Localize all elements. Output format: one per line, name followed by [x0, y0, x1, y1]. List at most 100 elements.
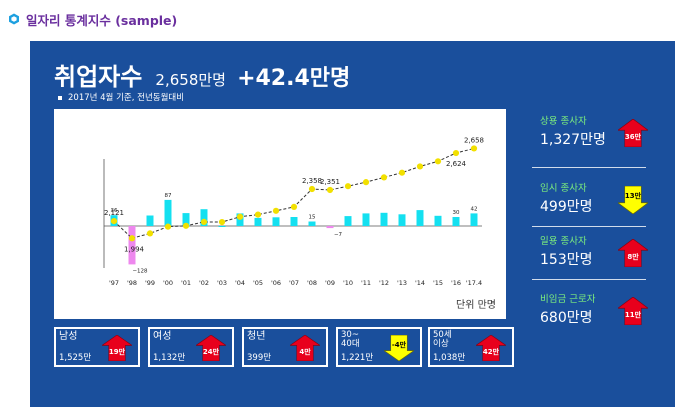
- bar-14: [362, 213, 370, 226]
- x-tick-label: '13: [397, 279, 407, 287]
- category-value: 1,221만: [341, 353, 374, 363]
- x-tick-label: '05: [253, 279, 263, 287]
- side-stat: 임시 종사자 499만명 13만: [526, 178, 654, 238]
- side-stat: 일용 종사자 153만명 8만: [526, 231, 654, 291]
- line-value-label: 1,994: [124, 245, 145, 253]
- bar-12: [326, 226, 334, 229]
- line-value-label: 2,358: [302, 177, 322, 185]
- bar-5: [200, 209, 208, 226]
- side-stat-value: 1,327만명: [540, 132, 606, 148]
- x-tick-label: '09: [325, 279, 335, 287]
- headline-change: +42.4만명: [237, 66, 351, 91]
- bar-value-label: 15: [309, 215, 316, 221]
- trend-point-3: [164, 223, 172, 230]
- badge-label: 8만: [627, 253, 639, 262]
- bar-11: [308, 221, 316, 226]
- bar-value-label: 42: [471, 206, 478, 212]
- trend-point-4: [182, 222, 190, 229]
- category-badge: 4만: [290, 335, 320, 361]
- bar-16: [398, 214, 406, 226]
- category-badge: 42만: [476, 335, 506, 361]
- bar-3: [164, 199, 172, 226]
- square-bullet-icon: [58, 95, 62, 100]
- category-badge: 24만: [196, 335, 226, 361]
- bar-18: [434, 215, 442, 226]
- trend-point-14: [362, 179, 370, 186]
- stats-panel: 취업자수 2,658만명 +42.4만명 2017년 4월 기준, 전년동월대비…: [30, 41, 675, 407]
- trend-point-7: [236, 213, 244, 220]
- side-stat-badge: 13만: [618, 186, 648, 214]
- category-badge: -4만: [384, 335, 414, 361]
- x-tick-label: '14: [415, 279, 425, 287]
- category-name: 청년: [247, 331, 266, 342]
- side-stat: 상용 종사자 1,327만명 36만: [526, 111, 654, 171]
- trend-point-18: [434, 158, 442, 165]
- category-box: 30~ 40대 1,221만 -4만: [336, 327, 422, 367]
- line-value-label: 2,658: [464, 136, 484, 144]
- category-name: 여성: [153, 331, 172, 342]
- side-stat-badge: 36만: [618, 119, 648, 147]
- bar-13: [344, 216, 352, 226]
- chart-unit-label: 단위 만명: [456, 300, 496, 311]
- bar-20: [470, 213, 478, 226]
- side-divider: [532, 167, 646, 168]
- bar-17: [416, 210, 424, 226]
- line-value-label: 2,121: [104, 209, 124, 217]
- badge-label: 11만: [624, 311, 642, 320]
- trend-point-20: [470, 145, 478, 152]
- side-stat-value: 499만명: [540, 199, 593, 215]
- x-tick-label: '08: [307, 279, 317, 287]
- arrow-up-icon: [618, 297, 648, 325]
- x-tick-label: '15: [433, 279, 443, 287]
- trend-point-13: [344, 183, 352, 190]
- headline-title: 취업자수: [54, 63, 143, 91]
- category-badge: 19만: [102, 335, 132, 361]
- bar-15: [380, 212, 388, 226]
- badge-label: -4만: [391, 340, 407, 349]
- x-tick-label: '10: [343, 279, 353, 287]
- headline: 취업자수 2,658만명 +42.4만명: [54, 57, 350, 92]
- bar-6: [218, 226, 226, 227]
- trend-point-17: [416, 163, 424, 170]
- badge-label: 13만: [624, 192, 642, 201]
- arrow-up-icon: [102, 335, 132, 361]
- trend-point-11: [308, 185, 316, 193]
- side-stat-name: 상용 종사자: [540, 116, 587, 127]
- trend-point-0: [110, 218, 118, 225]
- trend-point-15: [380, 174, 388, 181]
- subnote-text: 2017년 4월 기준, 전년동월대비: [68, 93, 185, 103]
- x-tick-label: '12: [379, 279, 389, 287]
- arrow-up-icon: [618, 239, 648, 267]
- category-value: 1,132만: [153, 353, 186, 363]
- bar-value-label: 87: [165, 193, 172, 199]
- trend-point-1: [128, 235, 136, 242]
- page-title: 일자리 통계지수 (sample): [26, 12, 178, 28]
- trend-point-9: [272, 207, 280, 214]
- trend-point-16: [398, 169, 406, 176]
- trend-point-19: [452, 149, 460, 157]
- x-tick-label: '99: [145, 279, 155, 287]
- line-value-label: 2,624: [446, 160, 467, 168]
- trend-point-2: [146, 230, 154, 237]
- arrow-down-icon: [618, 186, 648, 214]
- side-stat-badge: 8만: [618, 239, 648, 267]
- badge-label: 36만: [624, 133, 642, 142]
- hexagon-bullet-icon: [9, 13, 19, 25]
- x-tick-label: '04: [235, 279, 245, 287]
- category-box: 남성 1,525만 19만: [54, 327, 140, 367]
- side-stat: 비임금 근로자 680만명 11만: [526, 289, 654, 349]
- category-name: 30~ 40대: [341, 330, 360, 349]
- arrow-up-icon: [476, 335, 506, 361]
- category-box: 여성 1,132만 24만: [148, 327, 234, 367]
- category-name: 50세 이상: [433, 330, 452, 349]
- bar-10: [290, 217, 298, 226]
- trend-point-10: [290, 203, 298, 210]
- trend-point-6: [218, 218, 226, 226]
- side-stat-name: 임시 종사자: [540, 183, 587, 194]
- badge-label: 19만: [108, 348, 126, 357]
- x-tick-label: '98: [127, 279, 137, 287]
- bar-value-label: −128: [132, 268, 148, 274]
- bar-2: [146, 215, 154, 226]
- side-divider: [532, 226, 646, 227]
